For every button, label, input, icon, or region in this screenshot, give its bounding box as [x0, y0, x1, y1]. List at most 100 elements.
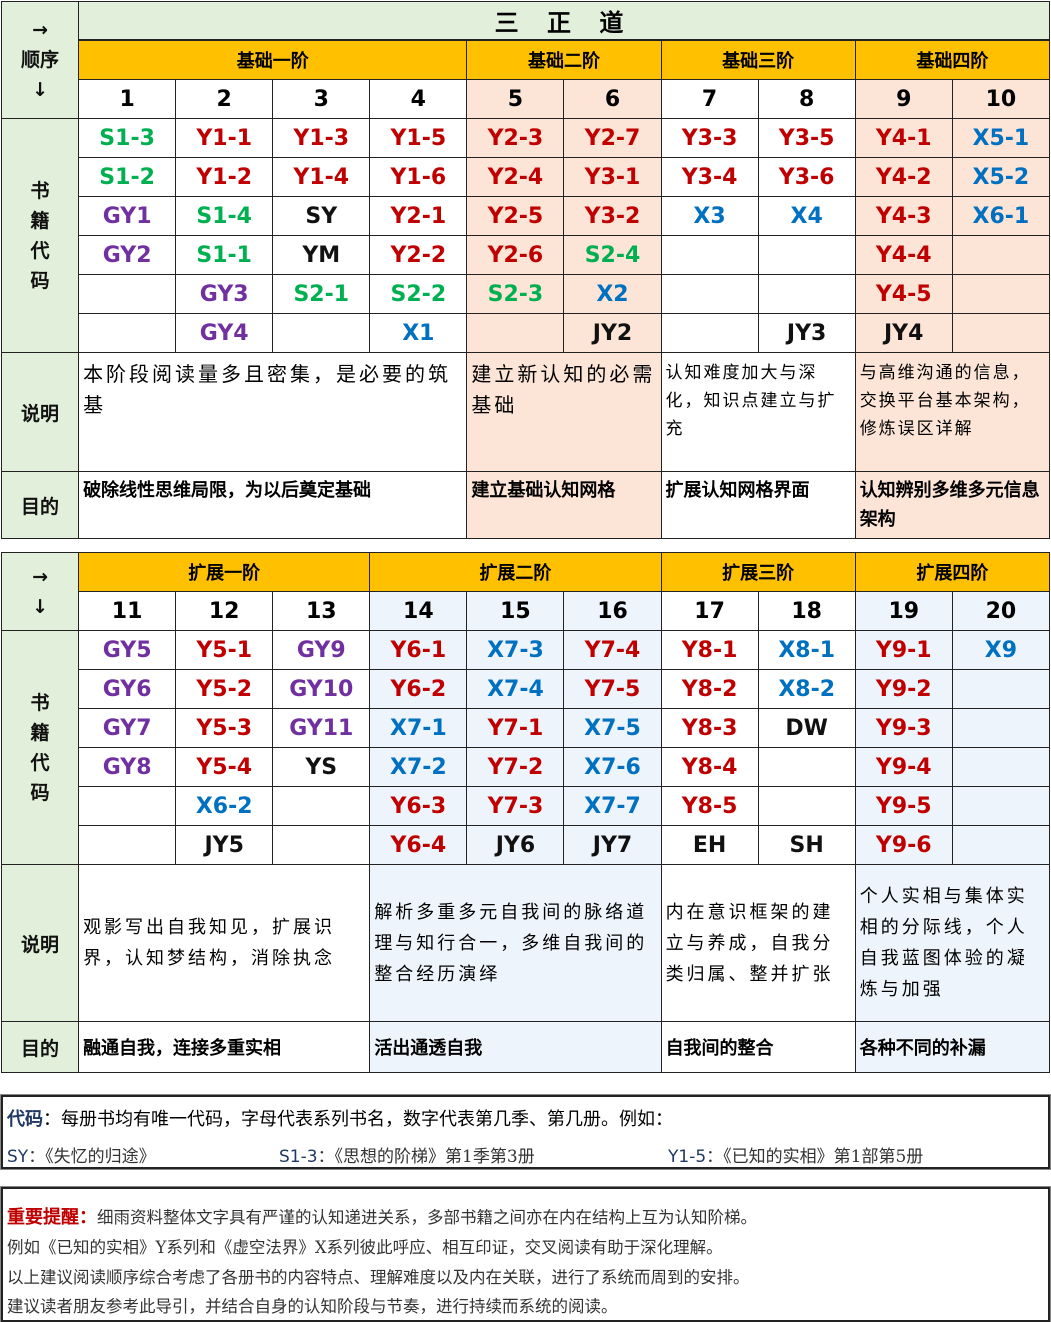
book-code: X5-1: [951, 118, 1051, 158]
book-code: Y2-3: [466, 118, 565, 158]
book-code: Y1-5: [369, 118, 468, 158]
page-title: 三 正 道: [78, 1, 1050, 41]
book-code: Y9-2: [854, 669, 953, 709]
book-code: X4: [757, 196, 856, 236]
book-code: [272, 313, 371, 353]
book-code: Y4-4: [854, 235, 953, 275]
book-code: EH: [660, 825, 759, 865]
book-code: GY9: [272, 630, 371, 670]
stage-goal: 活出通透自我: [369, 1021, 662, 1073]
order-number: 10: [951, 79, 1051, 119]
code-row: GY1 S1-4 SY Y2-1 Y2-5 Y3-2 X3 X4 Y4-3 X6-1: [2, 196, 1051, 236]
book-code: [78, 786, 177, 826]
book-code: Y3-2: [563, 196, 662, 236]
book-code: Y1-1: [175, 118, 274, 158]
code-row: GY7 Y5-3 GY11 X7-1 Y7-1 X7-5 Y8-3 DW Y9-3: [2, 708, 1051, 748]
book-code: GY10: [272, 669, 371, 709]
book-code: Y2-4: [466, 157, 565, 197]
book-code: Y6-3: [369, 786, 468, 826]
example-text: ：《思想的阶梯》第1季第3册: [317, 1147, 535, 1167]
book-code: GY6: [78, 669, 177, 709]
stage-goal: 认知辨别多维多元信息架构: [854, 471, 1051, 539]
order-number: 20: [951, 591, 1051, 631]
book-code: GY7: [78, 708, 177, 748]
book-code: X8-1: [757, 630, 856, 670]
book-code: X6-1: [951, 196, 1051, 236]
book-code: GY2: [78, 235, 177, 275]
code-row: GY6 Y5-2 GY10 Y6-2 X7-4 Y7-5 Y8-2 X8-2 Y9-2: [2, 669, 1051, 709]
book-code: Y2-5: [466, 196, 565, 236]
goal-row: 目的 融通自我，连接多重实相 活出通透自我 自我间的整合 各种不同的补漏: [0, 1021, 1051, 1073]
code-row: 书 籍 代 码 GY5 Y5-1 GY9 Y6-1 X7-3 Y7-4 Y8-1 X8-1 Y9-…: [0, 630, 1051, 865]
book-code: Y3-1: [563, 157, 662, 197]
book-code: Y3-6: [757, 157, 856, 197]
code-note-box: 代码：每册书均有唯一代码，字母代表系列书名，数字代表第几季、第几册。例如： SY…: [1, 1095, 1050, 1169]
book-code: DW: [757, 708, 856, 748]
reminder-line-4: 建议读者朋友参考此导引，并结合自身的认知阶段与节奏，进行持续而系统的阅读。: [7, 1297, 618, 1316]
book-code: JY6: [466, 825, 565, 865]
book-code: Y2-1: [369, 196, 468, 236]
goal-row: 目的 破除线性思维局限，为以后奠定基础 建立基础认知网格 扩展认知网格界面 认知辨别多维…: [0, 471, 1051, 539]
book-code: Y5-1: [175, 630, 274, 670]
stage-header: 扩展四阶: [854, 552, 1051, 592]
stage-description: 个人实相与集体实相的分际线，个人自我蓝图体验的凝炼与加强: [854, 864, 1051, 1022]
stage-goal: 建立基础认知网格: [466, 471, 662, 539]
book-code: GY3: [175, 274, 274, 314]
book-code: GY5: [78, 630, 177, 670]
code-row: X6-2 Y6-3 Y7-3 X7-7 Y8-5 Y9-5: [2, 786, 1051, 826]
book-code: GY8: [78, 747, 177, 787]
reminder-line-2: 例如《已知的实相》Y系列和《虚空法界》X系列彼此呼应、相互印证，交叉阅读有助于深…: [7, 1238, 723, 1257]
stage-goal: 自我间的整合: [660, 1021, 856, 1073]
stage-header: 基础三阶: [660, 39, 856, 80]
book-code: [78, 313, 177, 353]
book-code: Y9-4: [854, 747, 953, 787]
stage-description: 内在意识框架的建立与养成，自我分类归属、整并扩张: [660, 864, 856, 1022]
code-row: JY5 Y6-4 JY6 JY7 EH SH Y9-6: [2, 825, 1051, 865]
book-code: Y4-1: [854, 118, 953, 158]
book-code: X1: [369, 313, 468, 353]
order-number: 12: [175, 591, 274, 631]
order-number: 15: [466, 591, 565, 631]
book-code: Y4-2: [854, 157, 953, 197]
book-code: [951, 274, 1051, 314]
example-text: ：《失忆的归途》: [28, 1147, 156, 1167]
book-code: [757, 235, 856, 275]
code-note-text: ：每册书均有唯一代码，字母代表系列书名，数字代表第几季、第几册。例如：: [43, 1109, 673, 1130]
book-code: Y1-4: [272, 157, 371, 197]
stage-description: 认知难度加大与深化，知识点建立与扩充: [660, 352, 856, 472]
book-code: Y3-3: [660, 118, 759, 158]
order-number: 17: [660, 591, 759, 631]
book-code: X9: [951, 630, 1051, 670]
book-code: Y4-3: [854, 196, 953, 236]
book-code: X7-1: [369, 708, 468, 748]
code-row: GY8 Y5-4 YS X7-2 Y7-2 X7-6 Y8-4 Y9-4: [2, 747, 1051, 787]
book-code: X2: [563, 274, 662, 314]
code-note-line: 代码：每册书均有唯一代码，字母代表系列书名，数字代表第几季、第几册。例如：: [7, 1105, 673, 1131]
book-code: X8-2: [757, 669, 856, 709]
description-label: 说明: [0, 864, 80, 1022]
book-code: Y2-2: [369, 235, 468, 275]
book-code: Y6-1: [369, 630, 468, 670]
book-code: [951, 747, 1051, 787]
book-code: Y8-1: [660, 630, 759, 670]
book-code: GY11: [272, 708, 371, 748]
book-code: [757, 747, 856, 787]
book-code: [272, 786, 371, 826]
book-code: S1-3: [78, 118, 177, 158]
book-code: [78, 825, 177, 865]
book-code: Y2-6: [466, 235, 565, 275]
book-code: SY: [272, 196, 371, 236]
book-code: Y8-3: [660, 708, 759, 748]
book-code: S1-1: [175, 235, 274, 275]
book-code: X6-2: [175, 786, 274, 826]
stage-header: 基础四阶: [854, 39, 1051, 80]
book-code: Y5-2: [175, 669, 274, 709]
code-row: GY2 S1-1 YM Y2-2 Y2-6 S2-4 Y4-4: [2, 235, 1051, 275]
book-code: X5-2: [951, 157, 1051, 197]
book-code: Y1-2: [175, 157, 274, 197]
order-number: 6: [563, 79, 662, 119]
stage-goal: 各种不同的补漏: [854, 1021, 1051, 1073]
stage-header: 扩展一阶: [78, 552, 371, 592]
book-code: JY5: [175, 825, 274, 865]
book-code: [951, 786, 1051, 826]
